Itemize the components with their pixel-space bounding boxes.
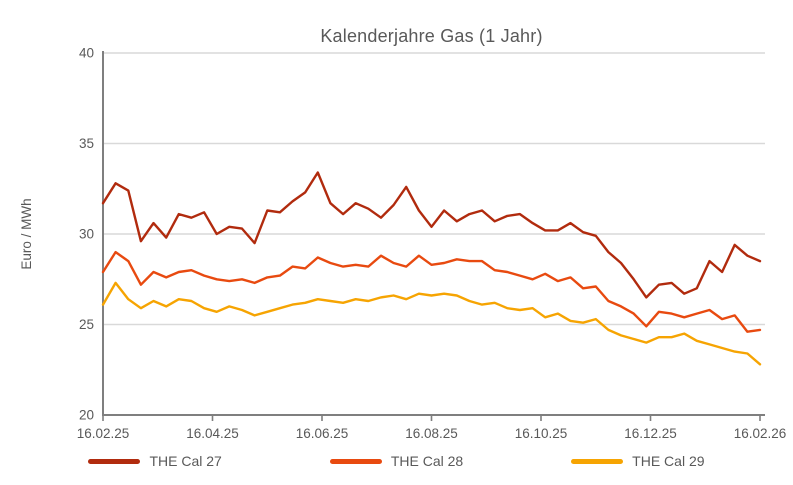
legend-label: THE Cal 28 (390, 453, 464, 469)
y-tick-label: 30 (79, 227, 94, 242)
series-line-the-cal-29 (101, 281, 762, 366)
legend-line-swatch (88, 458, 141, 464)
legend-line-swatch (571, 458, 624, 464)
legend-entry-the-cal-27: THE Cal 27 (88, 453, 222, 469)
x-tick-label: 16.04.25 (186, 426, 239, 441)
legend-line-swatch (329, 458, 382, 464)
legend-entry-the-cal-29: THE Cal 29 (571, 453, 705, 469)
x-tick-label: 16.12.25 (624, 426, 677, 441)
chart-legend: THE Cal 27 THE Cal 28 THE Cal 29 (0, 453, 793, 469)
chart-svg: 20 25 30 35 40 16.02.25 16.04.25 16.06.25 16.08.… (19, 46, 787, 442)
x-tick-label: 16.08.25 (405, 426, 458, 441)
y-tick-label: 35 (79, 136, 94, 151)
y-tick-label: 20 (79, 408, 94, 423)
legend-entry-the-cal-28: THE Cal 28 (329, 453, 464, 469)
x-tick-label: 16.02.26 (734, 426, 787, 441)
chart-title: Kalenderjahre Gas (1 Jahr) (320, 26, 543, 46)
series-line-the-cal-27 (101, 171, 762, 299)
y-tick-label: 40 (79, 46, 94, 61)
series-line-the-cal-28 (101, 250, 762, 333)
x-tick-label: 16.02.25 (77, 426, 130, 441)
legend-label: THE Cal 27 (149, 453, 222, 469)
y-tick-label: 25 (79, 317, 94, 332)
x-tick-label: 16.10.25 (515, 426, 568, 441)
y-axis-title: Euro / MWh (19, 198, 34, 269)
x-tick-label: 16.06.25 (296, 426, 349, 441)
legend-label: THE Cal 29 (632, 453, 705, 469)
